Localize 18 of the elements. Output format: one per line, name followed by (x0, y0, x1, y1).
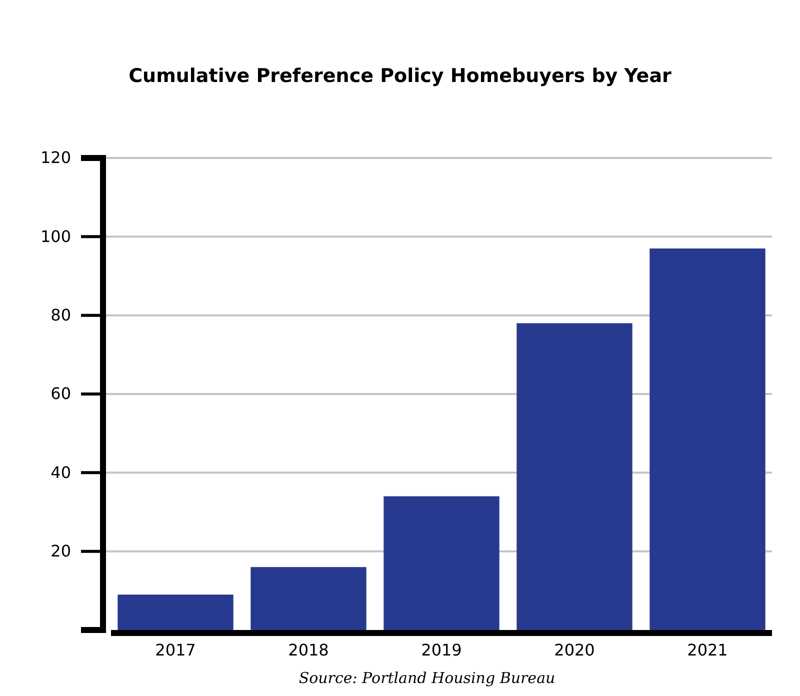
x-tick-label: 2020 (554, 640, 595, 660)
source-note: Source: Portland Housing Bureau (298, 669, 556, 687)
x-tick-label: 2019 (421, 640, 462, 660)
bar (384, 496, 500, 630)
chart-title: Cumulative Preference Policy Homebuyers by Year (128, 65, 672, 87)
y-tick-label: 120 (40, 148, 71, 168)
y-tick-label: 80 (50, 305, 71, 324)
bar (250, 567, 366, 630)
y-tick-label: 20 (50, 541, 71, 560)
x-tick-label: 2017 (155, 640, 196, 660)
bar (118, 594, 234, 630)
y-tick-label: 40 (50, 462, 71, 482)
bar (516, 323, 632, 630)
y-tick-label: 100 (40, 226, 71, 246)
y-tick-label: 60 (50, 384, 71, 404)
x-tick-label: 2021 (687, 640, 728, 660)
bar (650, 248, 766, 630)
x-tick-label: 2018 (288, 640, 329, 660)
